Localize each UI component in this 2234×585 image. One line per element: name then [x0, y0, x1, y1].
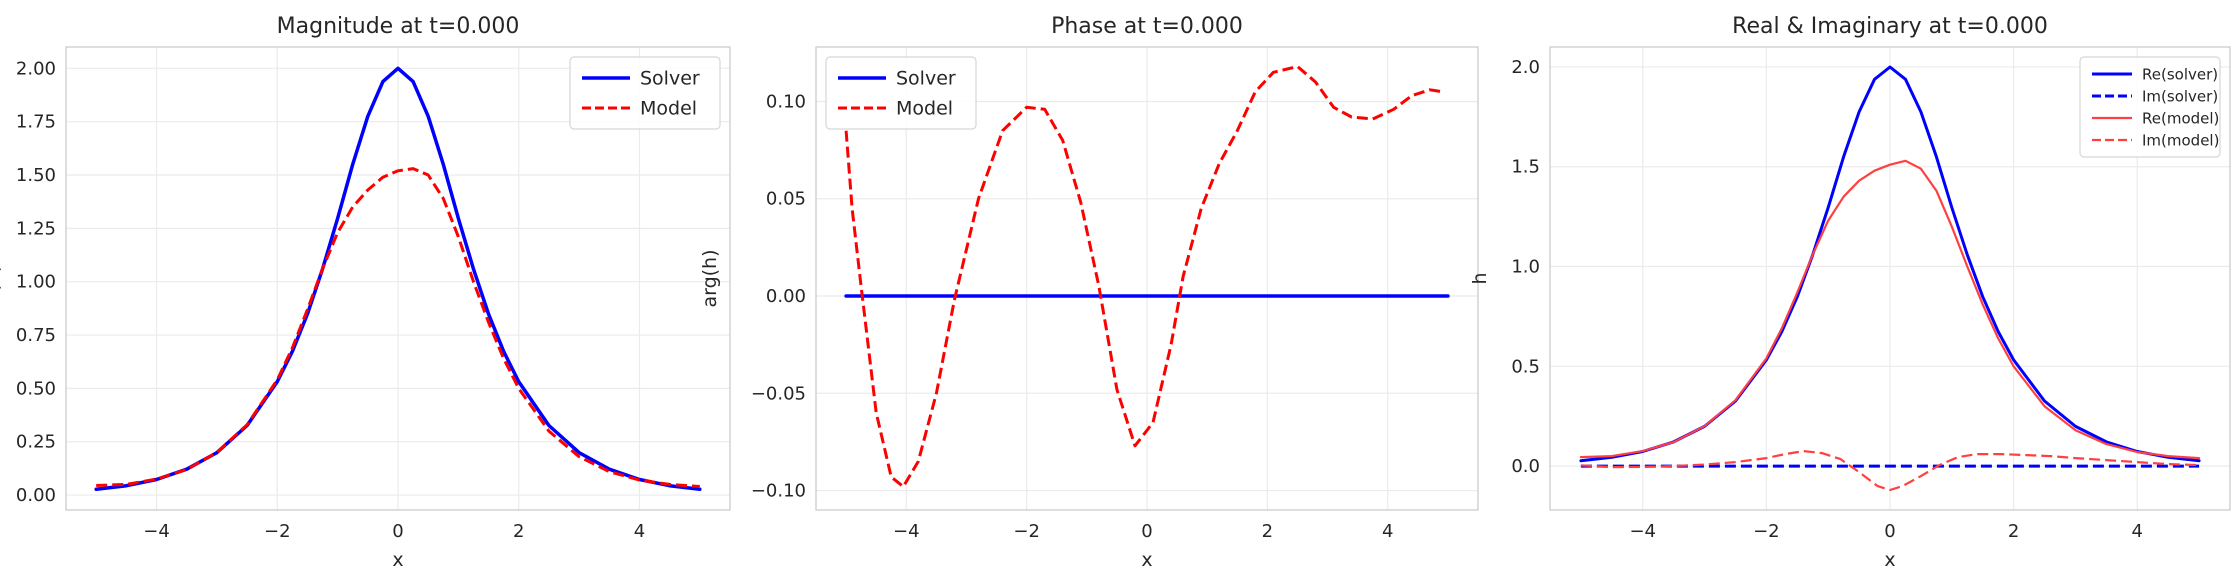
- y-tick-label: 0.25: [16, 432, 56, 453]
- legend-box: [2079, 56, 2221, 158]
- y-tick-label: −0.05: [751, 383, 806, 404]
- y-tick-label: 0.10: [766, 91, 806, 112]
- x-tick-label: −2: [1753, 521, 1780, 542]
- y-axis-label: |h|: [0, 266, 1, 291]
- y-tick-label: 2.00: [16, 58, 56, 79]
- x-tick-label: 4: [1382, 521, 1393, 542]
- series-line-re-model-: [1579, 159, 2201, 460]
- chart-title: Real & Imaginary at t=0.000: [1732, 14, 2048, 39]
- x-tick-label: 4: [2132, 521, 2143, 542]
- x-axis-label: x: [1884, 549, 1895, 571]
- legend: Re(solver) Im(solver) Re(model) Im(model): [2079, 56, 2221, 158]
- legend: Solver Model: [825, 56, 977, 130]
- y-tick-label: 2.0: [1511, 57, 1540, 78]
- y-axis-label: h: [1469, 272, 1491, 284]
- legend-box: [569, 56, 721, 130]
- y-tick-label: 0.00: [766, 286, 806, 307]
- y-axis-label: arg(h): [699, 249, 721, 307]
- x-tick-label: 2: [2008, 521, 2019, 542]
- chart-title: Magnitude at t=0.000: [277, 14, 520, 39]
- legend: Solver Model: [569, 56, 721, 130]
- x-tick-label: 0: [392, 521, 403, 542]
- legend-label: Model: [896, 98, 953, 120]
- x-tick-label: −4: [893, 521, 920, 542]
- x-tick-label: −2: [1013, 521, 1040, 542]
- y-tick-label: 1.0: [1511, 257, 1540, 278]
- legend-label: Solver: [640, 68, 700, 90]
- subplot-2: −4 −2 0 2 4 −0.10 −0.05 0.00 0.05 0.10 Phase at t=…: [699, 14, 1479, 571]
- y-tick-label: 1.50: [16, 165, 56, 186]
- x-tick-label: −4: [1629, 521, 1656, 542]
- y-tick-label: 0.05: [766, 189, 806, 210]
- legend-label: Re(model): [2142, 109, 2219, 127]
- x-tick-label: 0: [1884, 521, 1895, 542]
- x-tick-label: 2: [513, 521, 524, 542]
- chart-title: Phase at t=0.000: [1051, 14, 1243, 39]
- x-axis-label: x: [392, 549, 403, 571]
- legend-box: [825, 56, 977, 130]
- subplot-3: −4 −2 0 2 4 0.0 0.5 1.0 1.5 2.0 Real & Imaginary a…: [1469, 14, 2231, 571]
- y-tick-label: 1.5: [1511, 157, 1540, 178]
- x-tick-label: 0: [1141, 521, 1152, 542]
- legend-label: Solver: [896, 68, 956, 90]
- series-line-model: [96, 167, 700, 488]
- y-tick-label: 1.00: [16, 272, 56, 293]
- y-tick-label: 1.75: [16, 112, 56, 133]
- y-tick-label: 0.5: [1511, 356, 1540, 377]
- legend-label: Model: [640, 98, 697, 120]
- x-tick-label: 4: [634, 521, 645, 542]
- subplot-1: −4 −2 0 2 4 0.00 0.25 0.50 0.75 1.00 1.25 1.50 1.75 2…: [0, 14, 731, 571]
- y-tick-label: 0.50: [16, 378, 56, 399]
- y-tick-label: 0.00: [16, 485, 56, 506]
- x-tick-label: 2: [1262, 521, 1273, 542]
- y-tick-label: 1.25: [16, 218, 56, 239]
- x-axis-label: x: [1141, 549, 1152, 571]
- x-tick-label: −4: [143, 521, 170, 542]
- series-line-model: [844, 65, 1443, 489]
- axes-frame: [65, 46, 731, 511]
- axes-frame: [815, 46, 1479, 511]
- y-tick-label: 0.0: [1511, 456, 1540, 477]
- axes-frame: [1549, 46, 2231, 511]
- legend-label: Re(solver): [2142, 65, 2218, 83]
- y-tick-label: 0.75: [16, 325, 56, 346]
- x-tick-label: −2: [264, 521, 291, 542]
- series-line-im-model-: [1580, 450, 2200, 492]
- y-tick-label: −0.10: [751, 481, 806, 502]
- legend-label: Im(model): [2142, 131, 2219, 149]
- legend-label: Im(solver): [2142, 87, 2218, 105]
